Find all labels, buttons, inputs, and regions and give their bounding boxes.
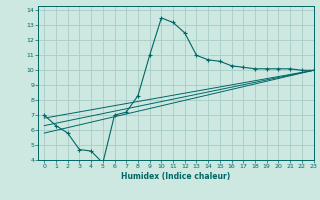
X-axis label: Humidex (Indice chaleur): Humidex (Indice chaleur) xyxy=(121,172,231,181)
